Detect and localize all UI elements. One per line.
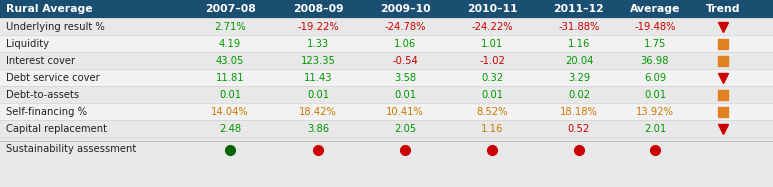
Text: 10.41%: 10.41% <box>386 107 424 117</box>
Text: 3.29: 3.29 <box>568 73 590 82</box>
Text: -24.22%: -24.22% <box>472 22 512 31</box>
Text: 0.01: 0.01 <box>307 90 329 99</box>
Bar <box>0 141 773 158</box>
Text: -19.22%: -19.22% <box>297 22 339 31</box>
Bar <box>0 120 773 137</box>
Text: 0.52: 0.52 <box>568 123 590 134</box>
Text: 18.18%: 18.18% <box>560 107 598 117</box>
Text: 2009–10: 2009–10 <box>380 4 431 14</box>
Text: 8.52%: 8.52% <box>476 107 508 117</box>
Text: 2.01: 2.01 <box>644 123 666 134</box>
Text: 36.98: 36.98 <box>641 56 669 65</box>
Text: 0.01: 0.01 <box>219 90 241 99</box>
Text: 123.35: 123.35 <box>301 56 335 65</box>
Text: 3.58: 3.58 <box>394 73 416 82</box>
Text: 2.05: 2.05 <box>394 123 416 134</box>
Text: 1.06: 1.06 <box>394 39 416 48</box>
Text: Debt-to-assets: Debt-to-assets <box>6 90 79 99</box>
Text: Trend: Trend <box>706 4 741 14</box>
Text: -0.54: -0.54 <box>392 56 418 65</box>
Bar <box>0 0 773 18</box>
Text: 1.75: 1.75 <box>644 39 666 48</box>
Text: 20.04: 20.04 <box>565 56 593 65</box>
Text: 6.09: 6.09 <box>644 73 666 82</box>
Bar <box>0 18 773 35</box>
Text: 2.71%: 2.71% <box>214 22 246 31</box>
Text: 43.05: 43.05 <box>216 56 244 65</box>
Text: -24.78%: -24.78% <box>384 22 426 31</box>
Bar <box>0 103 773 120</box>
Text: Interest cover: Interest cover <box>6 56 75 65</box>
Bar <box>0 69 773 86</box>
Text: -31.88%: -31.88% <box>558 22 600 31</box>
Text: 18.42%: 18.42% <box>299 107 337 117</box>
Text: 0.32: 0.32 <box>481 73 503 82</box>
Text: 0.01: 0.01 <box>644 90 666 99</box>
Text: 0.01: 0.01 <box>481 90 503 99</box>
Bar <box>0 35 773 52</box>
Text: 13.92%: 13.92% <box>636 107 674 117</box>
Bar <box>0 52 773 69</box>
Text: 1.33: 1.33 <box>307 39 329 48</box>
Bar <box>0 86 773 103</box>
Text: 11.43: 11.43 <box>304 73 332 82</box>
Text: 14.04%: 14.04% <box>211 107 249 117</box>
Text: 2008–09: 2008–09 <box>293 4 343 14</box>
Text: 4.19: 4.19 <box>219 39 241 48</box>
Text: Capital replacement: Capital replacement <box>6 123 107 134</box>
Text: 2010–11: 2010–11 <box>467 4 517 14</box>
Text: 0.01: 0.01 <box>394 90 416 99</box>
Text: 1.16: 1.16 <box>568 39 591 48</box>
Text: 2007–08: 2007–08 <box>205 4 255 14</box>
Text: 11.81: 11.81 <box>216 73 244 82</box>
Text: -19.48%: -19.48% <box>635 22 676 31</box>
Text: Underlying result %: Underlying result % <box>6 22 105 31</box>
Text: Sustainability assessment: Sustainability assessment <box>6 145 136 154</box>
Text: -1.02: -1.02 <box>479 56 505 65</box>
Text: Self-financing %: Self-financing % <box>6 107 87 117</box>
Text: 1.01: 1.01 <box>481 39 503 48</box>
Text: Rural Average: Rural Average <box>6 4 93 14</box>
Text: Liquidity: Liquidity <box>6 39 49 48</box>
Text: 2011–12: 2011–12 <box>553 4 604 14</box>
Text: Average: Average <box>630 4 680 14</box>
Text: 3.86: 3.86 <box>307 123 329 134</box>
Text: 0.02: 0.02 <box>568 90 590 99</box>
Text: 1.16: 1.16 <box>481 123 503 134</box>
Text: 2.48: 2.48 <box>219 123 241 134</box>
Text: Debt service cover: Debt service cover <box>6 73 100 82</box>
